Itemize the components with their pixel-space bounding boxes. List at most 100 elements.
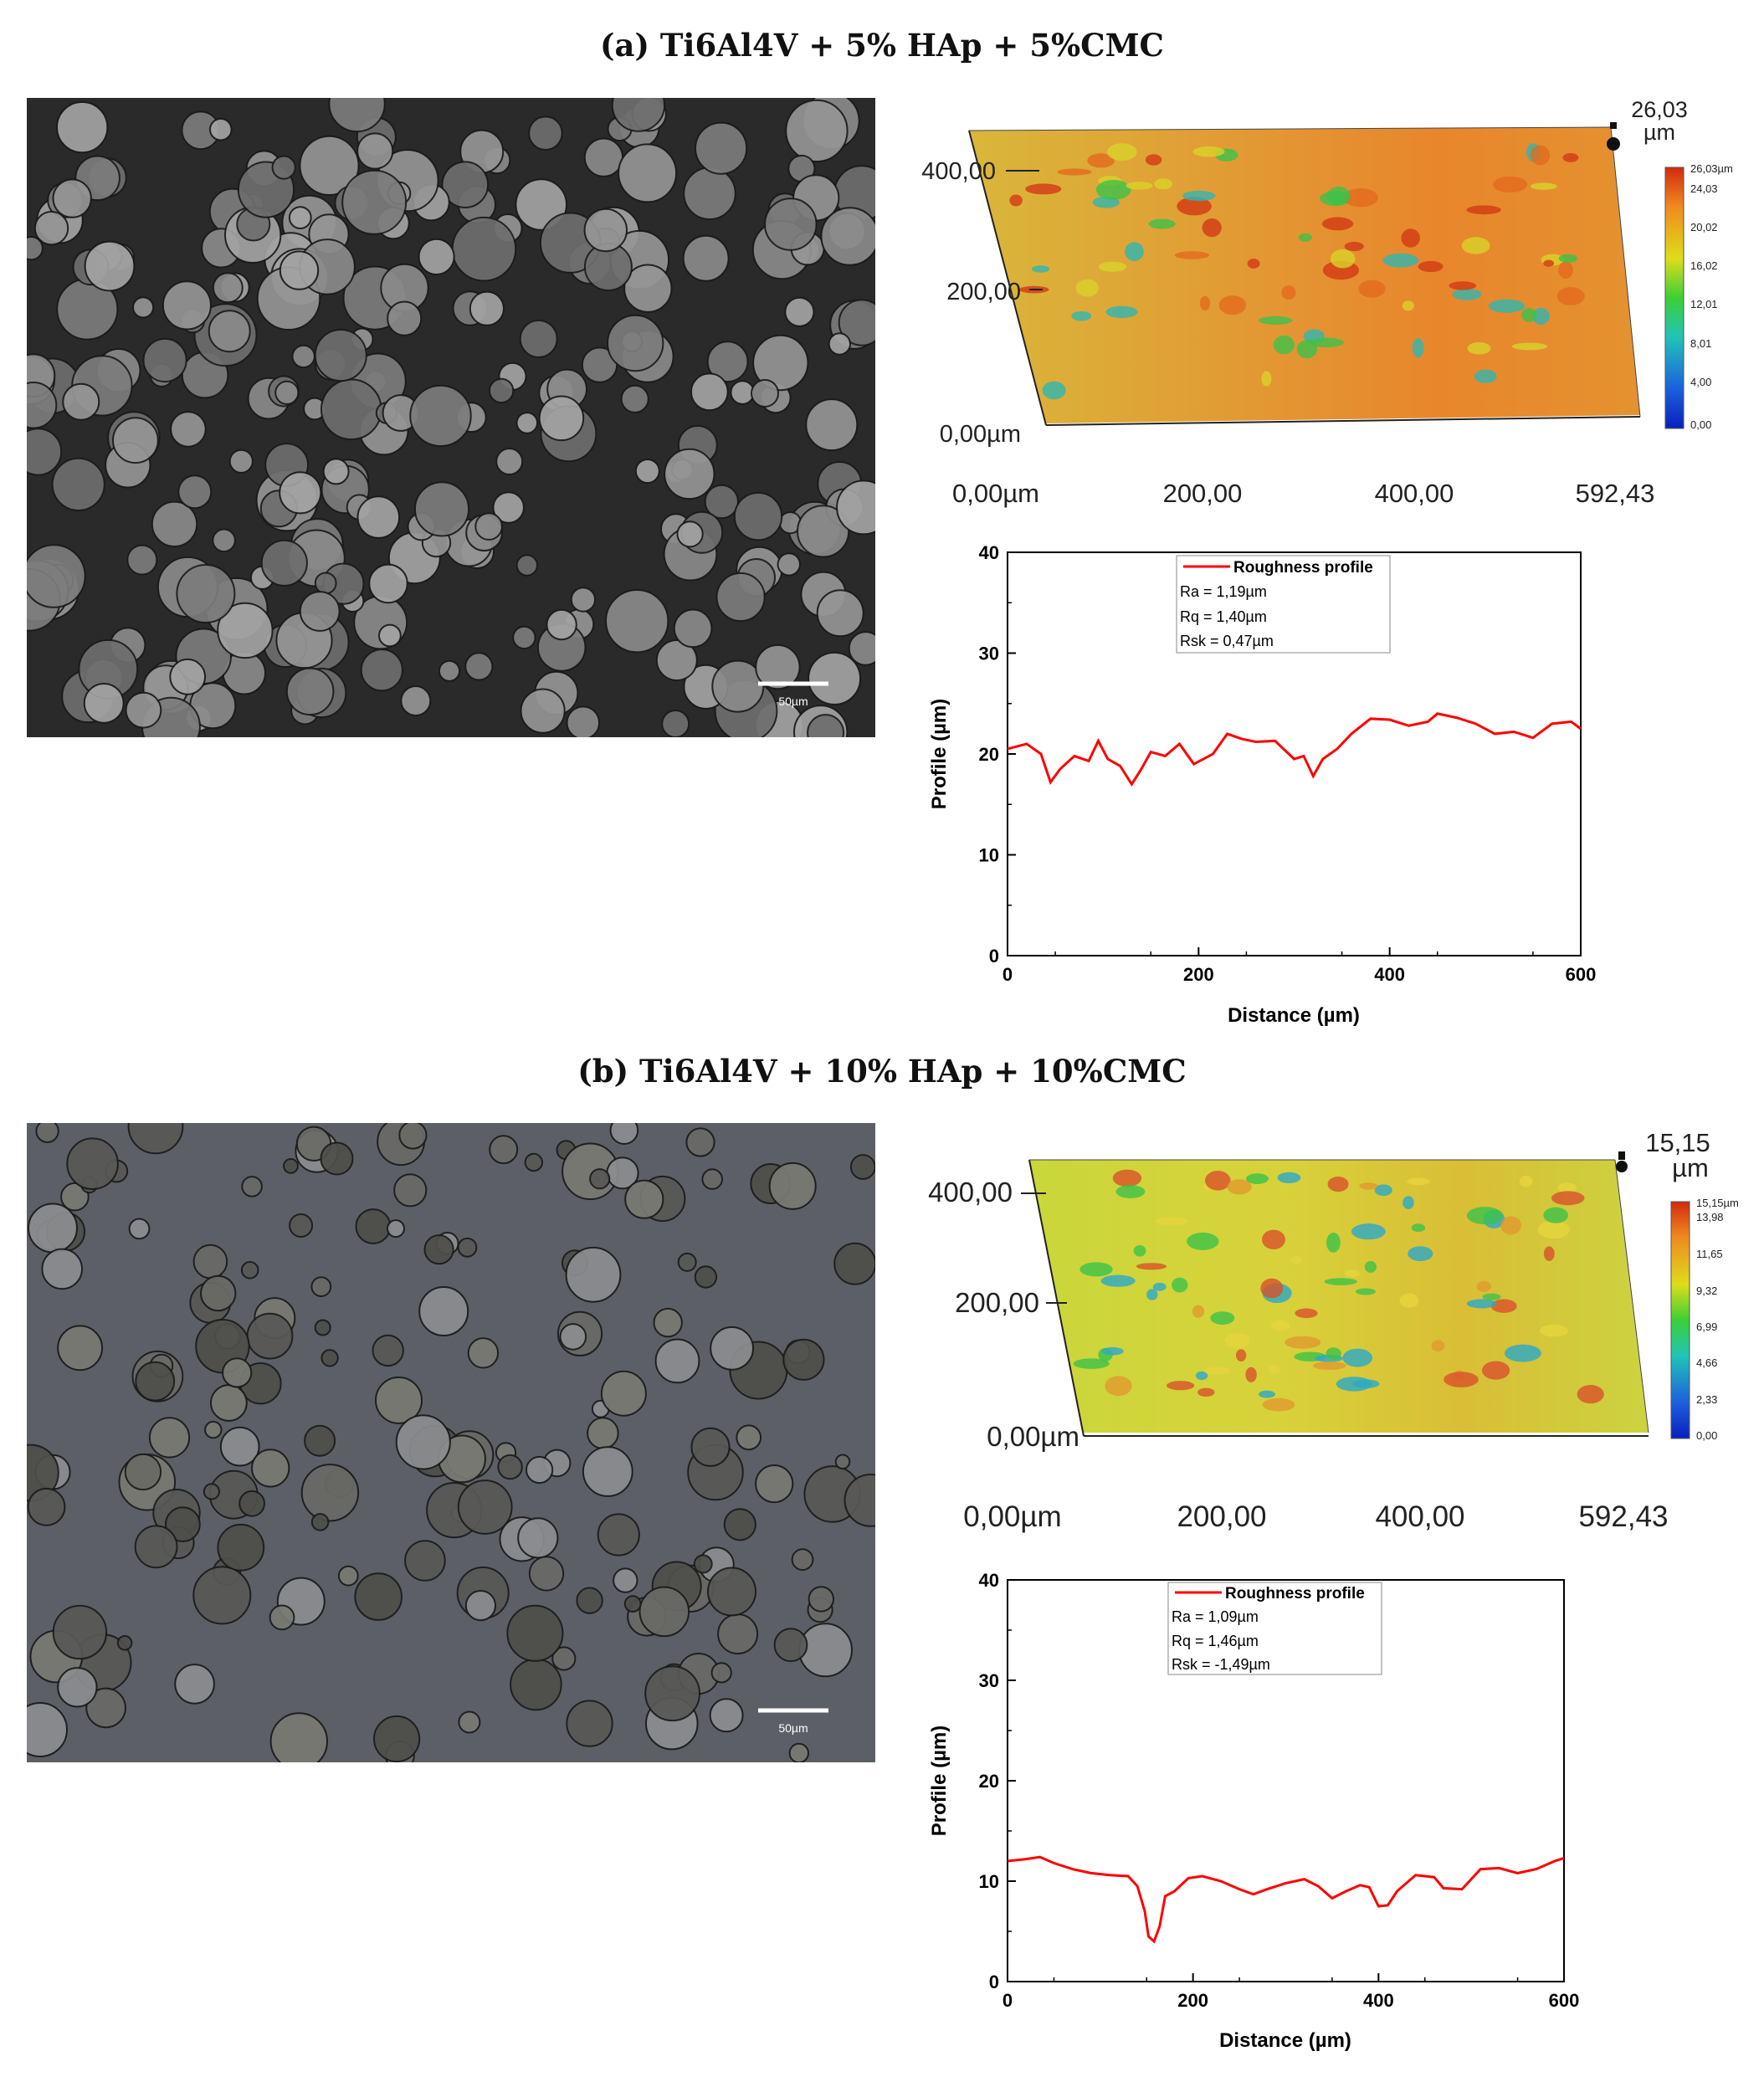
particle <box>520 688 566 734</box>
particle <box>519 319 558 358</box>
surface-spot <box>1482 1361 1510 1380</box>
x-tick-label: 0 <box>1003 964 1013 985</box>
particle <box>510 1658 562 1711</box>
particle <box>320 1141 354 1176</box>
particle <box>600 1370 647 1417</box>
surface-spot <box>1105 1376 1132 1397</box>
particle <box>300 1464 360 1522</box>
particle <box>618 143 678 203</box>
surface-spot <box>1236 1349 1247 1362</box>
surface-spot <box>1125 242 1144 262</box>
particle <box>299 135 360 196</box>
particle <box>723 1508 756 1541</box>
particle <box>360 649 403 692</box>
particle <box>551 1646 577 1671</box>
particle <box>458 1710 481 1734</box>
surface-spot <box>1556 287 1585 305</box>
particle <box>368 563 408 604</box>
ra-value: Ra = 1,09µm <box>1172 1608 1259 1625</box>
particle <box>566 1700 613 1747</box>
particle <box>310 1513 330 1531</box>
particle <box>283 1158 299 1174</box>
particle <box>788 1742 809 1762</box>
surface-spot <box>1401 228 1420 248</box>
particle <box>398 1123 428 1150</box>
particle <box>565 1246 622 1303</box>
particle <box>457 1237 478 1258</box>
surface-spot <box>1192 1305 1205 1318</box>
surface-spot <box>1290 1255 1303 1264</box>
roughness-profile-line <box>1007 1855 1565 1944</box>
surface-spot <box>1466 1207 1503 1225</box>
particle <box>66 1137 119 1190</box>
surface-spot <box>1402 1196 1414 1209</box>
particle <box>57 1667 98 1708</box>
x-tick-max: 592,43 <box>1576 479 1655 508</box>
particle <box>165 1506 201 1543</box>
y-axis-label: Profile (µm) <box>928 699 951 810</box>
surface-spot <box>1277 1172 1301 1183</box>
surface-spot <box>1057 168 1092 176</box>
particle <box>755 644 801 690</box>
surface-spot <box>1197 1387 1215 1397</box>
surface-spot <box>1227 1179 1252 1195</box>
particle <box>291 344 315 369</box>
surface-spot <box>1344 1269 1360 1278</box>
surface-spot <box>1330 249 1356 269</box>
surface-spot <box>1154 178 1172 190</box>
particle <box>704 484 739 520</box>
panel-b-micrograph: 50µm <box>27 1123 875 1762</box>
surface-spot <box>1270 1320 1290 1331</box>
legend-label: Roughness profile <box>1225 1585 1365 1603</box>
particle <box>125 691 162 729</box>
particle <box>844 1474 875 1527</box>
y-tick-label: 30 <box>979 1670 999 1691</box>
surface-spot <box>1100 1274 1136 1287</box>
surface-spot <box>1224 1333 1251 1348</box>
particle <box>55 100 109 154</box>
surface-spot <box>1532 307 1550 326</box>
particle <box>279 471 322 515</box>
surface-spot <box>1543 1207 1568 1223</box>
particle <box>755 1464 794 1504</box>
particle <box>566 705 601 737</box>
particle <box>251 1449 290 1488</box>
particle <box>464 652 494 681</box>
y-tick-label: 10 <box>979 845 999 866</box>
particle <box>451 216 517 282</box>
x-tick-0: 0,00µm <box>963 1500 1061 1533</box>
particle <box>457 1479 513 1535</box>
particle <box>320 378 382 441</box>
particle <box>820 207 875 266</box>
surface-spot <box>1203 1367 1231 1375</box>
particle <box>387 300 423 336</box>
surface-spot <box>1199 295 1211 310</box>
surface-spot <box>1136 1263 1167 1270</box>
y-tick-label: 0 <box>989 1972 999 1992</box>
particle <box>35 1123 59 1143</box>
particle <box>710 1326 754 1371</box>
surface-spot <box>1539 1324 1568 1337</box>
particle <box>764 197 818 251</box>
surface-spot <box>1261 371 1272 387</box>
particle <box>372 1334 404 1367</box>
surface-spot <box>1042 381 1066 400</box>
surface-spot <box>1210 1311 1235 1325</box>
surface-spot <box>1262 1229 1285 1249</box>
particle <box>644 1665 700 1722</box>
particle <box>177 474 213 510</box>
particle <box>217 602 274 659</box>
legend-box <box>1176 555 1391 654</box>
particle <box>212 528 236 553</box>
panel-a-micrograph: 50µm <box>27 98 875 737</box>
y-tick-400: 400,00 <box>928 1177 1013 1208</box>
particle <box>597 1513 640 1556</box>
particle <box>176 564 236 623</box>
particle <box>192 1566 252 1625</box>
particle <box>834 1454 851 1470</box>
surface-spot <box>1262 1397 1295 1412</box>
particle <box>27 1487 66 1526</box>
particle <box>219 1426 260 1467</box>
particle <box>60 1182 90 1212</box>
surface-spot <box>1418 260 1444 273</box>
